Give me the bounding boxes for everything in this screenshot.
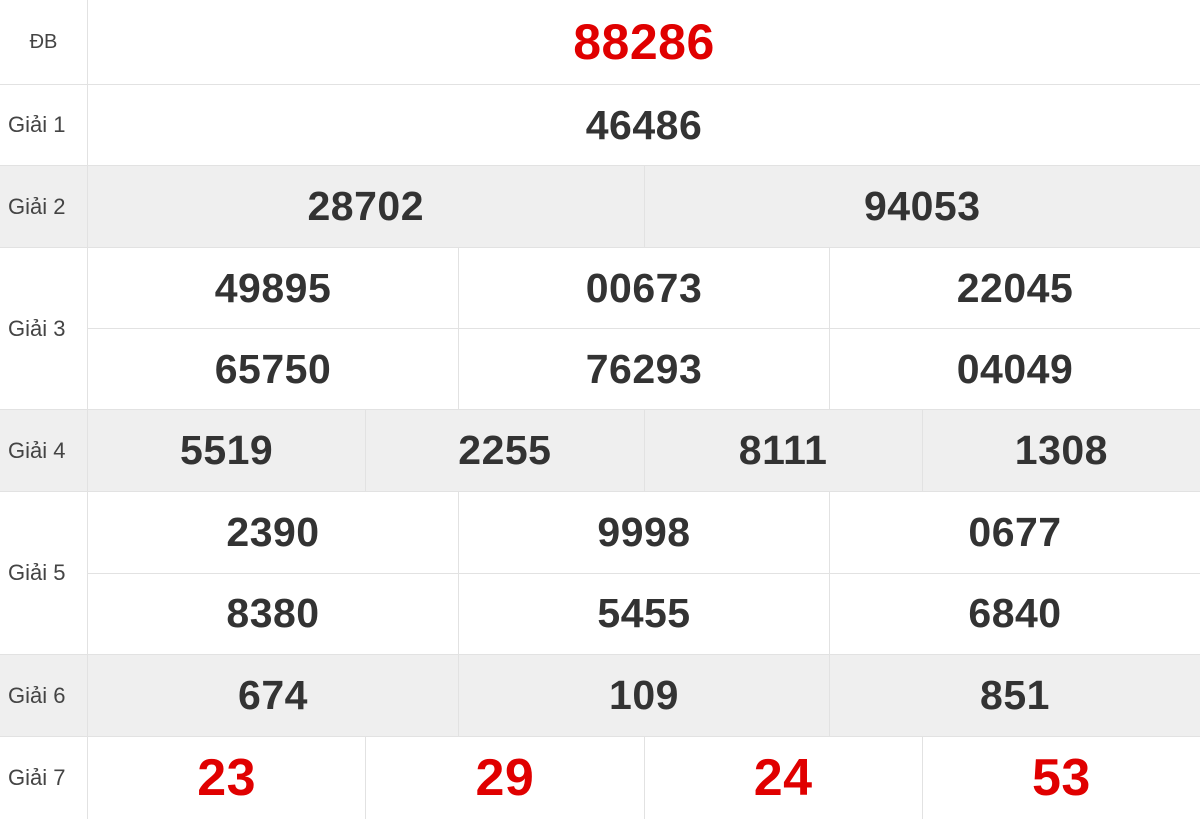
prize-number: 8111	[643, 410, 922, 491]
row-prize-6: Giải 6 674 109 851	[0, 655, 1200, 737]
prize-number: 88286	[573, 14, 715, 70]
row-prize-2: Giải 2 28702 94053	[0, 166, 1200, 248]
row-prize-5: Giải 5 2390 9998 0677 8380 5455 6840	[0, 492, 1200, 655]
row-label: Giải 4	[0, 410, 88, 491]
prize-number: 8380	[226, 590, 320, 637]
row-label: Giải 6	[0, 655, 88, 736]
row-label: Giải 7	[0, 737, 88, 819]
row-label: Giải 2	[0, 166, 88, 247]
row-label: Giải 3	[0, 248, 88, 409]
row-label: Giải 1	[0, 85, 88, 165]
row-label: Giải 5	[0, 492, 88, 654]
prize-number: 23	[197, 749, 257, 807]
prize-number: 65750	[214, 345, 332, 392]
prize-number: 76293	[458, 329, 829, 409]
prize-number: 1308	[921, 410, 1200, 491]
row-label: ĐB	[0, 0, 88, 84]
prize-number: 2255	[365, 410, 643, 491]
prize-number: 5519	[180, 427, 274, 473]
prize-number: 24	[643, 737, 922, 819]
row-prize-3: Giải 3 49895 00673 22045 65750 76293 040…	[0, 248, 1200, 410]
prize-number: 9998	[458, 492, 829, 573]
prize-number: 0677	[829, 492, 1200, 573]
prize-number: 28702	[307, 183, 424, 229]
row-prize-7: Giải 7 23 29 24 53	[0, 737, 1200, 819]
row-prize-4: Giải 4 5519 2255 8111 1308	[0, 410, 1200, 492]
row-special: ĐB 88286	[0, 0, 1200, 85]
prize-number: 00673	[458, 248, 829, 328]
prize-number: 851	[829, 655, 1200, 736]
prize-number: 53	[921, 737, 1200, 819]
prize-number: 49895	[214, 264, 332, 311]
prize-number: 94053	[643, 166, 1200, 247]
prize-number: 109	[458, 655, 829, 736]
prize-number: 674	[238, 672, 308, 718]
prize-number: 5455	[458, 573, 829, 654]
prize-number: 29	[365, 737, 643, 819]
prize-number: 04049	[829, 329, 1200, 409]
prize-number: 6840	[829, 573, 1200, 654]
row-prize-1: Giải 1 46486	[0, 85, 1200, 166]
prize-number: 2390	[226, 508, 320, 555]
prize-number: 46486	[585, 101, 703, 148]
prize-number: 22045	[829, 248, 1200, 328]
